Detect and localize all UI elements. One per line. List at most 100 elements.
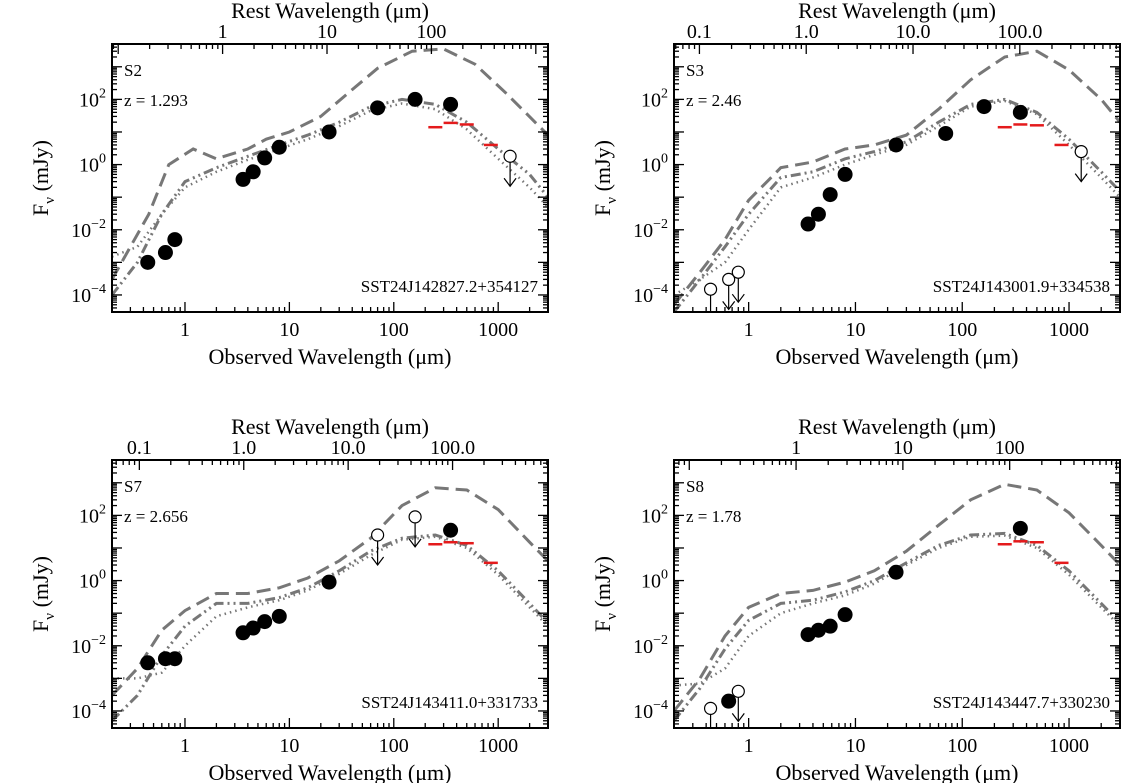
detection-point [888,564,904,580]
top-tick-label: 100.0 [430,437,475,459]
model-dotted-curve [674,534,1120,687]
top-tick-label: 10.0 [331,437,366,459]
x-axis-title: Observed Wavelength (μm) [209,344,452,369]
top-tick-label: 1 [218,21,228,43]
detection-point [271,139,287,155]
detection-point [810,206,826,222]
upper-limit-marker [722,272,736,311]
x-tick-label: 10 [279,319,299,341]
y-tick-label: 102 [641,86,668,111]
detection-point [140,254,156,270]
upper-limit-marker [703,282,718,312]
detection-point [888,137,904,153]
upper-limit-marker [371,528,385,567]
model-dashed-curve [674,49,1120,306]
detection-point [976,99,992,115]
model-dashed-curve [674,482,1120,712]
detection-point [721,693,737,709]
y-axis-title: Fν (mJy) [28,556,58,632]
detection-point [837,607,853,623]
x-tick-label: 1 [180,735,190,757]
x-axis-title: Observed Wavelength (μm) [776,760,1019,783]
y-axis-title: Fν (mJy) [28,140,58,216]
top-tick-label: 1.0 [794,21,819,43]
x-tick-label: 1000 [478,735,518,757]
detection-point [822,187,838,203]
source-id-label: SST24J143411.0+331733 [361,693,538,712]
top-axis-title: Rest Wavelength (μm) [798,0,996,23]
y-tick-label: 102 [79,502,106,527]
source-id-label: SST24J143001.9+334538 [933,277,1110,296]
model-dotdash-curve [674,531,1120,722]
x-tick-label: 10 [845,319,865,341]
detection-point [1012,104,1028,120]
x-tick-label: 100 [379,735,409,757]
top-tick-label: 100 [995,437,1025,459]
upper-limit-marker [731,265,745,304]
sed-panel-s7: 1 10 100 1000 0.1 1.0 10.0 100.0 10−4 10−2 100 102 O… [28,414,549,783]
detection-point [1012,520,1028,536]
x-tick-label: 1 [744,319,754,341]
y-tick-label: 100 [79,568,106,593]
redshift-label: z = 2.656 [124,507,188,526]
source-id-label: SST24J143447.7+330230 [933,693,1110,712]
top-tick-label: 0.1 [127,437,152,459]
detection-point [810,622,826,638]
detection-point [407,91,423,107]
top-tick-label: 0.1 [687,21,712,43]
upper-limit-marker [408,510,422,548]
source-short-name: S2 [124,61,142,80]
model-dashed-curve [112,47,548,281]
x-tick-label: 100 [379,319,409,341]
y-tick-label: 10−4 [71,282,106,307]
x-tick-label: 1000 [478,319,518,341]
model-dotted-curve [674,99,1120,297]
detection-point [257,614,273,630]
model-dotted-curve [112,535,548,680]
x-axis-title: Observed Wavelength (μm) [209,760,452,783]
x-axis-title: Observed Wavelength (μm) [776,344,1019,369]
detection-point [271,608,287,624]
y-tick-label: 100 [641,568,668,593]
y-tick-label: 102 [641,502,668,527]
y-tick-label: 10−2 [633,633,668,658]
top-axis-title: Rest Wavelength (μm) [231,0,429,23]
x-tick-label: 100 [947,735,977,757]
upper-limit-marker [731,684,745,723]
plot-area [674,49,1120,312]
y-tick-label: 10−2 [71,633,106,658]
detection-point [443,96,459,112]
y-tick-label: 10−2 [71,217,106,242]
x-tick-label: 10 [845,735,865,757]
detection-point [245,164,261,180]
source-short-name: S3 [686,61,704,80]
detection-point [245,620,261,636]
detection-point [140,655,156,671]
y-tick-label: 100 [641,152,668,177]
detection-point [167,232,183,248]
source-short-name: S8 [686,477,704,496]
upper-limit-marker [1074,145,1088,183]
redshift-label: z = 1.293 [124,91,188,110]
x-tick-label: 1000 [1049,319,1089,341]
y-tick-label: 100 [79,152,106,177]
source-id-label: SST24J142827.2+354127 [361,277,539,296]
y-tick-label: 102 [79,86,106,111]
top-tick-label: 10.0 [896,21,931,43]
detection-point [167,651,183,667]
detection-point [257,150,273,166]
upper-limit-marker [503,149,517,188]
x-tick-label: 1 [744,735,754,757]
top-axis-title: Rest Wavelength (μm) [231,414,429,439]
plot-area [112,486,548,722]
top-tick-label: 100.0 [997,21,1042,43]
detection-point [157,245,173,261]
top-axis-title: Rest Wavelength (μm) [798,414,996,439]
y-axis-title: Fν (mJy) [590,140,620,216]
y-axis-title: Fν (mJy) [590,556,620,632]
top-tick-label: 10 [893,437,913,459]
top-tick-label: 10 [317,21,337,43]
detection-point [800,216,816,232]
upper-limit-marker [703,701,718,728]
